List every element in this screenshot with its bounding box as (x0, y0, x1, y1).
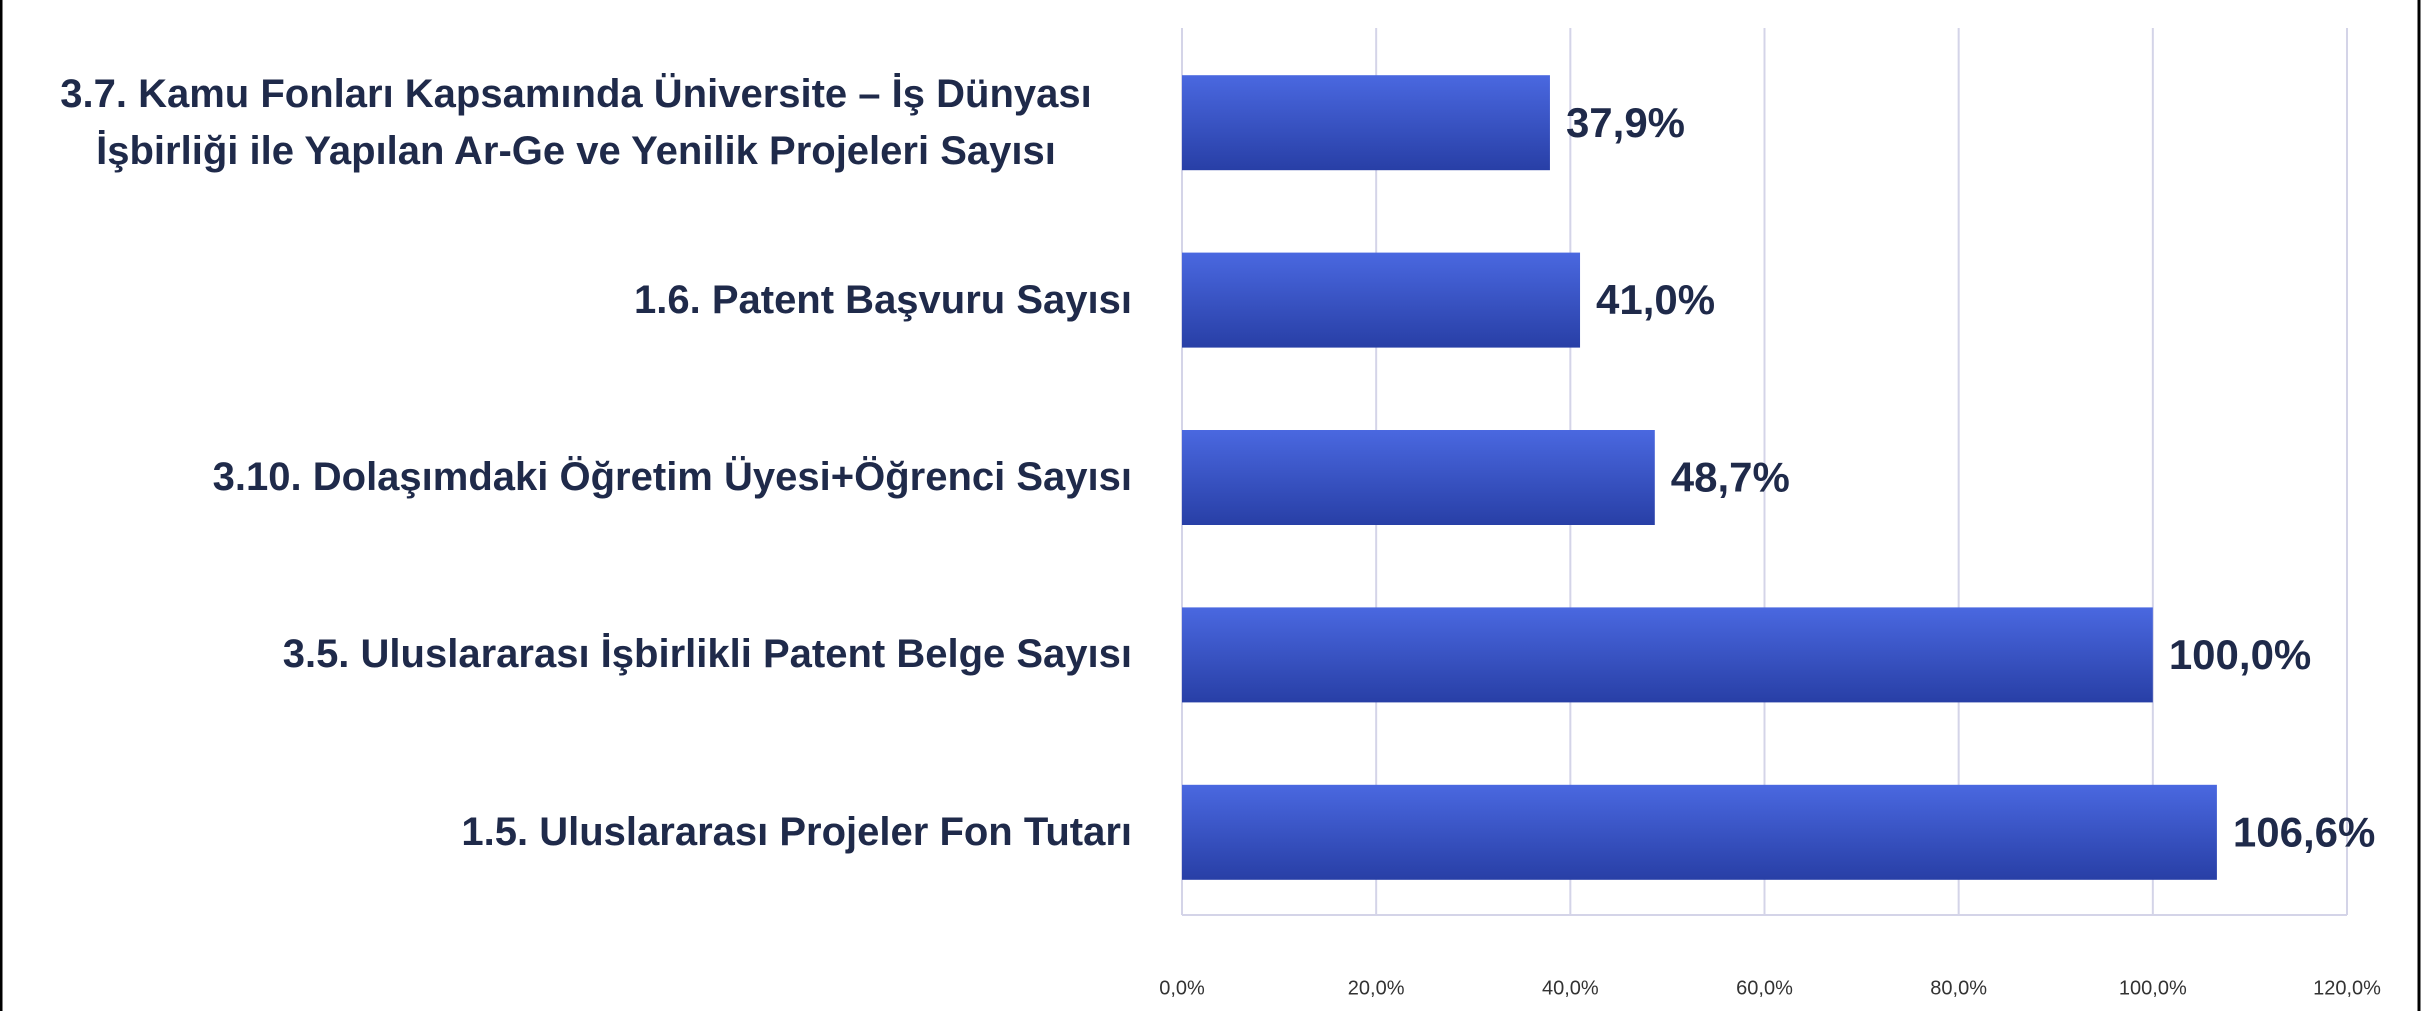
x-tick-label: 100,0% (2119, 977, 2187, 999)
category-text: 1.5. Uluslararası Projeler Fon Tutarı (461, 809, 1132, 854)
bar (1182, 607, 2153, 703)
category-text: 3.5. Uluslararası İşbirlikli Patent Belg… (282, 632, 1132, 677)
x-tick-label: 40,0% (1542, 977, 1599, 999)
category-label: 3.10. Dolaşımdaki Öğretim Üyesi+Öğrenci … (20, 389, 1132, 566)
value-label: 41,0% (1596, 276, 1715, 323)
x-tick-label: 120,0% (2313, 977, 2381, 999)
category-label: 3.7. Kamu Fonları Kapsamında Üniversite … (20, 34, 1132, 211)
bar (1182, 75, 1550, 171)
category-label: 1.5. Uluslararası Projeler Fon Tutarı (20, 744, 1132, 921)
category-label: 3.5. Uluslararası İşbirlikli Patent Belg… (20, 566, 1132, 743)
value-label: 106,6% (2233, 808, 2375, 855)
bar (1182, 784, 2217, 880)
category-text: 1.6. Patent Başvuru Sayısı (633, 277, 1132, 322)
category-text: 3.10. Dolaşımdaki Öğretim Üyesi+Öğrenci … (212, 454, 1132, 499)
bar (1182, 252, 1581, 348)
x-tick-label: 60,0% (1736, 977, 1793, 999)
x-tick-label: 20,0% (1348, 977, 1405, 999)
bar (1182, 430, 1655, 525)
category-label: 1.6. Patent Başvuru Sayısı (20, 211, 1132, 388)
value-label: 48,7% (1671, 454, 1790, 501)
value-label: 37,9% (1566, 99, 1685, 146)
value-label: 100,0% (2169, 631, 2311, 678)
category-text: 3.7. Kamu Fonları Kapsamında Üniversite … (60, 71, 1092, 173)
x-tick-label: 0,0% (1159, 977, 1205, 999)
x-tick-label: 80,0% (1930, 977, 1987, 999)
